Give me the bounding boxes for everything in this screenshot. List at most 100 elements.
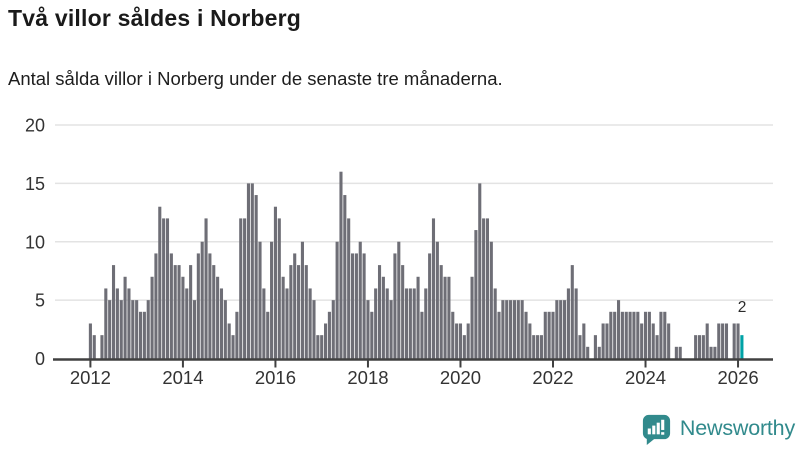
bar <box>119 300 123 359</box>
bar <box>281 276 285 359</box>
y-tick-label: 0 <box>35 349 45 369</box>
bar <box>655 335 659 359</box>
bar <box>277 218 281 359</box>
bar <box>524 311 528 359</box>
bar <box>308 288 312 359</box>
bar <box>724 323 729 359</box>
bar <box>327 311 331 359</box>
bar <box>501 300 505 359</box>
bar <box>381 276 385 359</box>
y-tick-label: 15 <box>25 174 45 194</box>
bar <box>563 300 567 359</box>
bar <box>605 323 609 359</box>
bar <box>339 171 343 359</box>
bar <box>401 265 405 359</box>
bar <box>347 218 351 359</box>
bar-chart-speech-bubble-icon <box>642 414 670 445</box>
bar <box>254 195 258 359</box>
y-tick-label: 5 <box>35 291 45 311</box>
bar <box>451 311 455 359</box>
bar <box>262 288 266 359</box>
bar <box>536 335 540 359</box>
chart-subtitle: Antal sålda villor i Norberg under de se… <box>8 68 503 89</box>
bar <box>354 253 358 359</box>
x-tick-label: 2026 <box>717 367 758 388</box>
bar <box>192 300 197 359</box>
bar <box>393 253 397 359</box>
bar <box>169 253 173 359</box>
bar <box>447 276 451 359</box>
bar <box>350 253 355 359</box>
bar <box>663 311 667 359</box>
bar <box>127 288 131 359</box>
chart-title: Två villor såldes i Norberg <box>8 5 302 31</box>
x-tick-label: 2018 <box>347 367 388 388</box>
bar <box>377 265 382 359</box>
bar <box>208 253 212 359</box>
bar <box>158 206 162 359</box>
bar <box>458 323 463 359</box>
bar <box>115 288 119 359</box>
bar <box>289 265 293 359</box>
bar <box>358 241 362 359</box>
bar <box>331 300 335 359</box>
bar <box>196 253 200 359</box>
bar <box>532 335 536 359</box>
bar <box>204 218 208 359</box>
bar <box>146 300 150 359</box>
bar <box>335 241 339 359</box>
bar <box>478 183 482 359</box>
bar <box>570 265 574 359</box>
bar <box>509 300 513 359</box>
bar <box>273 206 277 359</box>
x-tick-label: 2014 <box>162 367 203 388</box>
bar <box>216 276 220 359</box>
bar <box>466 323 470 359</box>
y-axis: 0 5 10 15 20 <box>25 116 45 370</box>
bar <box>628 311 632 359</box>
bar <box>609 311 613 359</box>
bar <box>694 335 698 359</box>
bar <box>343 195 347 359</box>
bar <box>547 311 551 359</box>
bar <box>270 241 274 359</box>
bar <box>150 276 154 359</box>
bar <box>697 335 702 359</box>
highlighted-bar <box>740 335 744 359</box>
newsworthy-logo[interactable]: Newsworthy <box>640 411 795 445</box>
bar <box>177 265 181 359</box>
bar <box>643 311 648 359</box>
bar <box>412 288 416 359</box>
bar <box>243 218 247 359</box>
bar <box>539 335 543 359</box>
bar <box>435 241 439 359</box>
bar <box>212 265 216 359</box>
bar <box>620 311 624 359</box>
bar <box>312 300 316 359</box>
bar <box>713 346 717 359</box>
bar <box>250 183 254 359</box>
bar <box>246 183 251 359</box>
x-tick-label: 2020 <box>440 367 481 388</box>
bar <box>362 253 366 359</box>
bar <box>200 241 204 359</box>
highlight-value-label: 2 <box>737 299 747 316</box>
bar <box>659 311 663 359</box>
bar <box>489 241 493 359</box>
bar <box>420 311 424 359</box>
bar <box>601 323 605 359</box>
bar <box>304 265 308 359</box>
bar <box>385 288 389 359</box>
bar <box>154 253 158 359</box>
bar <box>701 335 705 359</box>
bar <box>717 323 721 359</box>
y-tick-label: 20 <box>25 116 45 136</box>
bar <box>709 346 713 359</box>
bar <box>142 311 146 359</box>
bar <box>123 276 127 359</box>
bar <box>431 218 436 359</box>
bar <box>574 288 578 359</box>
bar <box>239 218 243 359</box>
bar <box>721 323 725 359</box>
